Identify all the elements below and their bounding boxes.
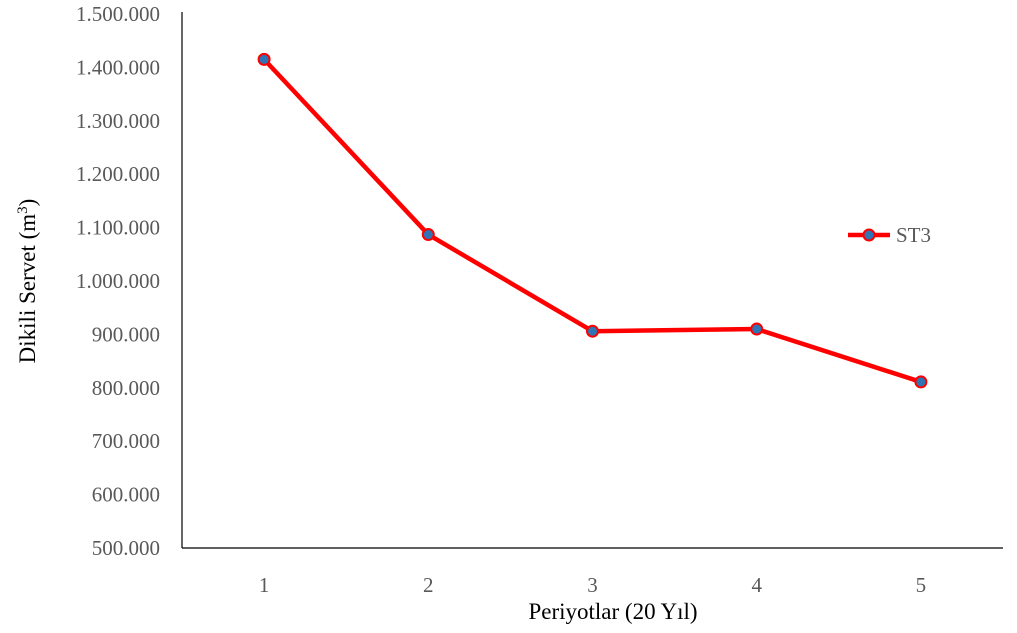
legend-marker <box>862 228 876 242</box>
y-tick-label: 800.000 <box>92 376 160 400</box>
y-tick-label: 600.000 <box>92 483 160 507</box>
y-tick-label: 1.100.000 <box>76 216 160 240</box>
y-tick-label: 500.000 <box>92 536 160 560</box>
y-tick-label: 1.000.000 <box>76 269 160 293</box>
data-point <box>586 324 599 338</box>
y-axis-title-main: Dikili Servet (m <box>15 214 40 364</box>
y-axis-title-superscript: 3 <box>15 206 31 214</box>
y-axis-ticks: 500.000 600.000 700.000 800.000 900.000 1.000… <box>76 2 160 560</box>
y-axis-title-suffix: ) <box>15 199 40 207</box>
series-layer <box>257 52 928 389</box>
y-tick-label: 1.300.000 <box>76 109 160 133</box>
data-point <box>750 322 764 336</box>
x-tick-label: 1 <box>259 573 270 597</box>
x-axis-ticks: 1 2 3 4 5 <box>259 573 926 597</box>
y-tick-label: 1.200.000 <box>76 162 160 186</box>
data-point <box>914 375 928 389</box>
data-point <box>257 52 271 66</box>
legend-label: ST3 <box>896 223 931 247</box>
x-tick-label: 2 <box>423 573 434 597</box>
x-tick-label: 4 <box>751 573 762 597</box>
data-point <box>421 228 435 242</box>
x-tick-label: 5 <box>916 573 927 597</box>
y-tick-label: 900.000 <box>92 322 160 346</box>
y-axis-title: Dikili Servet (m3) <box>15 199 40 364</box>
y-tick-label: 1.500.000 <box>76 2 160 26</box>
legend: ST3 <box>848 223 931 247</box>
x-tick-label: 3 <box>587 573 598 597</box>
y-tick-label: 1.400.000 <box>76 55 160 79</box>
y-tick-label: 700.000 <box>92 429 160 453</box>
x-axis-title: Periyotlar (20 Yıl) <box>528 599 697 624</box>
